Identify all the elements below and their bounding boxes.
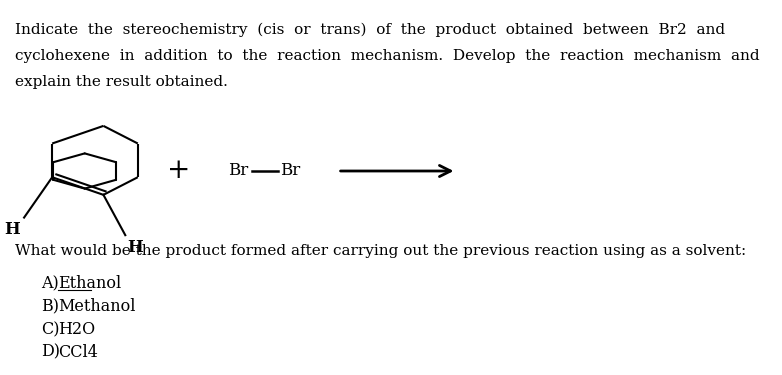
Text: Br: Br [280, 162, 300, 180]
Text: Methanol: Methanol [58, 298, 135, 315]
Text: Ethanol: Ethanol [58, 276, 121, 292]
Text: D): D) [41, 344, 60, 361]
Text: CCl4: CCl4 [58, 344, 98, 361]
Text: H: H [5, 221, 20, 238]
Text: H: H [127, 239, 143, 256]
Text: Indicate  the  stereochemistry  (cis  or  trans)  of  the  product  obtained  be: Indicate the stereochemistry (cis or tra… [15, 22, 725, 37]
Text: explain the result obtained.: explain the result obtained. [15, 75, 228, 89]
Text: +: + [167, 158, 190, 184]
Text: B): B) [41, 298, 59, 315]
Text: What would be the product formed after carrying out the previous reaction using : What would be the product formed after c… [15, 244, 746, 258]
Text: cyclohexene  in  addition  to  the  reaction  mechanism.  Develop  the  reaction: cyclohexene in addition to the reaction … [15, 49, 759, 63]
Text: H2O: H2O [58, 321, 95, 338]
Text: C): C) [41, 321, 59, 338]
Text: Br: Br [228, 162, 249, 180]
Text: A): A) [41, 276, 59, 292]
